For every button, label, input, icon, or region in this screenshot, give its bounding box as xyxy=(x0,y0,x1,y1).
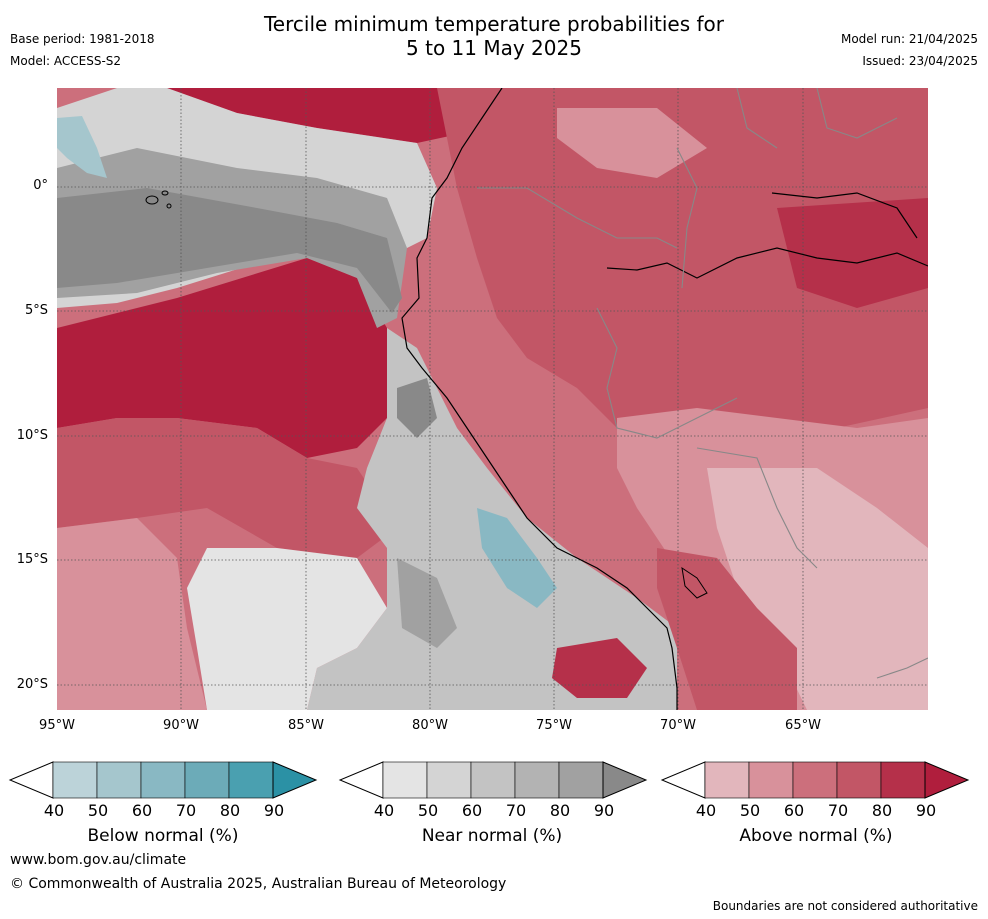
region-below-normal-coastal xyxy=(477,508,557,608)
galapagos-islands xyxy=(145,190,172,209)
meta-left: Base period: 1981-2018 Model: ACCESS-S2 xyxy=(10,28,155,72)
colorbar-segment xyxy=(140,761,186,799)
cb1-tick-70: 70 xyxy=(505,801,527,820)
colorbar-segment xyxy=(880,761,926,799)
cb0-tick-50: 50 xyxy=(87,801,109,820)
title-line-1: Tercile minimum temperature probabilitie… xyxy=(263,12,725,36)
colorbar-segment xyxy=(558,761,604,799)
base-period: Base period: 1981-2018 xyxy=(10,32,155,46)
lon-label-75w: 75°W xyxy=(536,718,572,733)
cb2-tick-90: 90 xyxy=(915,801,937,820)
title-line-2: 5 to 11 May 2025 xyxy=(406,36,582,60)
colorbar-segment xyxy=(228,761,274,799)
lake-titicaca xyxy=(681,566,708,599)
probability-map xyxy=(57,88,928,710)
colorbar-segment xyxy=(836,761,882,799)
region-southeast-above-normal-light xyxy=(707,468,928,710)
colorbar-max-extension xyxy=(272,761,318,799)
colorbar-below-normal xyxy=(8,761,318,799)
cb0-tick-70: 70 xyxy=(175,801,197,820)
colorbar-segment xyxy=(514,761,560,799)
lon-label-85w: 85°W xyxy=(288,718,324,733)
map-title: Tercile minimum temperature probabilitie… xyxy=(0,12,988,60)
region-north-land-lighter xyxy=(557,108,707,178)
region-north-ocean-warm xyxy=(117,88,507,143)
meta-right: Model run: 21/04/2025 Issued: 23/04/2025 xyxy=(841,28,978,72)
region-south-coast-warm xyxy=(552,638,647,698)
region-southwest-near-normal-light xyxy=(187,548,387,710)
colorbar-max-extension xyxy=(602,761,648,799)
region-west-ocean-mid xyxy=(57,418,397,558)
colorbar-label-above-normal: Above normal (%) xyxy=(739,826,893,846)
cb1-tick-80: 80 xyxy=(549,801,571,820)
lon-label-65w: 65°W xyxy=(785,718,821,733)
website-link[interactable]: www.bom.gov.au/climate xyxy=(10,852,187,868)
colorbar-segment xyxy=(382,761,428,799)
colorbar-min-extension xyxy=(660,761,706,799)
lat-label-15s: 15°S xyxy=(16,552,48,567)
colorbar-above-normal xyxy=(660,761,970,799)
colorbar-min-extension xyxy=(8,761,54,799)
colorbar-segment xyxy=(426,761,472,799)
lat-label-5s: 5°S xyxy=(24,303,48,318)
colorbar-segment xyxy=(184,761,230,799)
region-northwest-near-normal-max xyxy=(57,188,402,313)
cb0-tick-40: 40 xyxy=(43,801,65,820)
issued-date: Issued: 23/04/2025 xyxy=(862,54,978,68)
cb2-tick-40: 40 xyxy=(695,801,717,820)
river-north xyxy=(771,192,918,239)
cb0-tick-90: 90 xyxy=(263,801,285,820)
cb2-tick-50: 50 xyxy=(739,801,761,820)
colorbar-near-normal xyxy=(338,761,648,799)
region-west-ocean-warm xyxy=(57,258,387,458)
region-amazon-above-normal xyxy=(437,88,928,448)
pacific-coastline xyxy=(401,88,678,710)
cb2-tick-60: 60 xyxy=(783,801,805,820)
colorbar-label-below-normal: Below normal (%) xyxy=(87,826,239,846)
lon-label-95w: 95°W xyxy=(39,718,75,733)
region-below-normal-northwest xyxy=(57,116,107,178)
region-altiplano-above-normal xyxy=(657,548,797,710)
copyright-notice: © Commonwealth of Australia 2025, Austra… xyxy=(10,876,507,892)
graticule xyxy=(57,88,928,710)
boundaries-disclaimer: Boundaries are not considered authoritat… xyxy=(712,899,978,913)
cb1-tick-40: 40 xyxy=(373,801,395,820)
model-name: Model: ACCESS-S2 xyxy=(10,54,122,68)
region-southwest-above-normal xyxy=(57,518,207,710)
lat-label-20s: 20°S xyxy=(16,677,48,692)
colorbar-min-extension xyxy=(338,761,384,799)
cb1-tick-50: 50 xyxy=(417,801,439,820)
colorbar-segment xyxy=(52,761,98,799)
colorbar-segment xyxy=(748,761,794,799)
lon-label-90w: 90°W xyxy=(163,718,199,733)
region-coastal-near-normal-max xyxy=(397,378,437,438)
lon-label-80w: 80°W xyxy=(412,718,448,733)
cb0-tick-60: 60 xyxy=(131,801,153,820)
colorbar-label-near-normal: Near normal (%) xyxy=(421,826,563,846)
cb2-tick-70: 70 xyxy=(827,801,849,820)
colorbar-segment xyxy=(470,761,516,799)
model-run: Model run: 21/04/2025 xyxy=(840,32,978,46)
lat-label-0: 0° xyxy=(33,178,48,193)
colorbar-segment xyxy=(704,761,750,799)
country-borders xyxy=(477,88,928,679)
colorbar-segment xyxy=(792,761,838,799)
amazon-river xyxy=(606,247,928,279)
colorbar-max-extension xyxy=(924,761,970,799)
cb1-tick-60: 60 xyxy=(461,801,483,820)
region-northeast-land-strong xyxy=(777,198,928,308)
lat-label-10s: 10°S xyxy=(16,428,48,443)
region-coastal-near-normal-strong xyxy=(397,558,457,648)
cb1-tick-90: 90 xyxy=(593,801,615,820)
lon-label-70w: 70°W xyxy=(660,718,696,733)
cb2-tick-80: 80 xyxy=(871,801,893,820)
cb0-tick-80: 80 xyxy=(219,801,241,820)
colorbar-segment xyxy=(96,761,142,799)
